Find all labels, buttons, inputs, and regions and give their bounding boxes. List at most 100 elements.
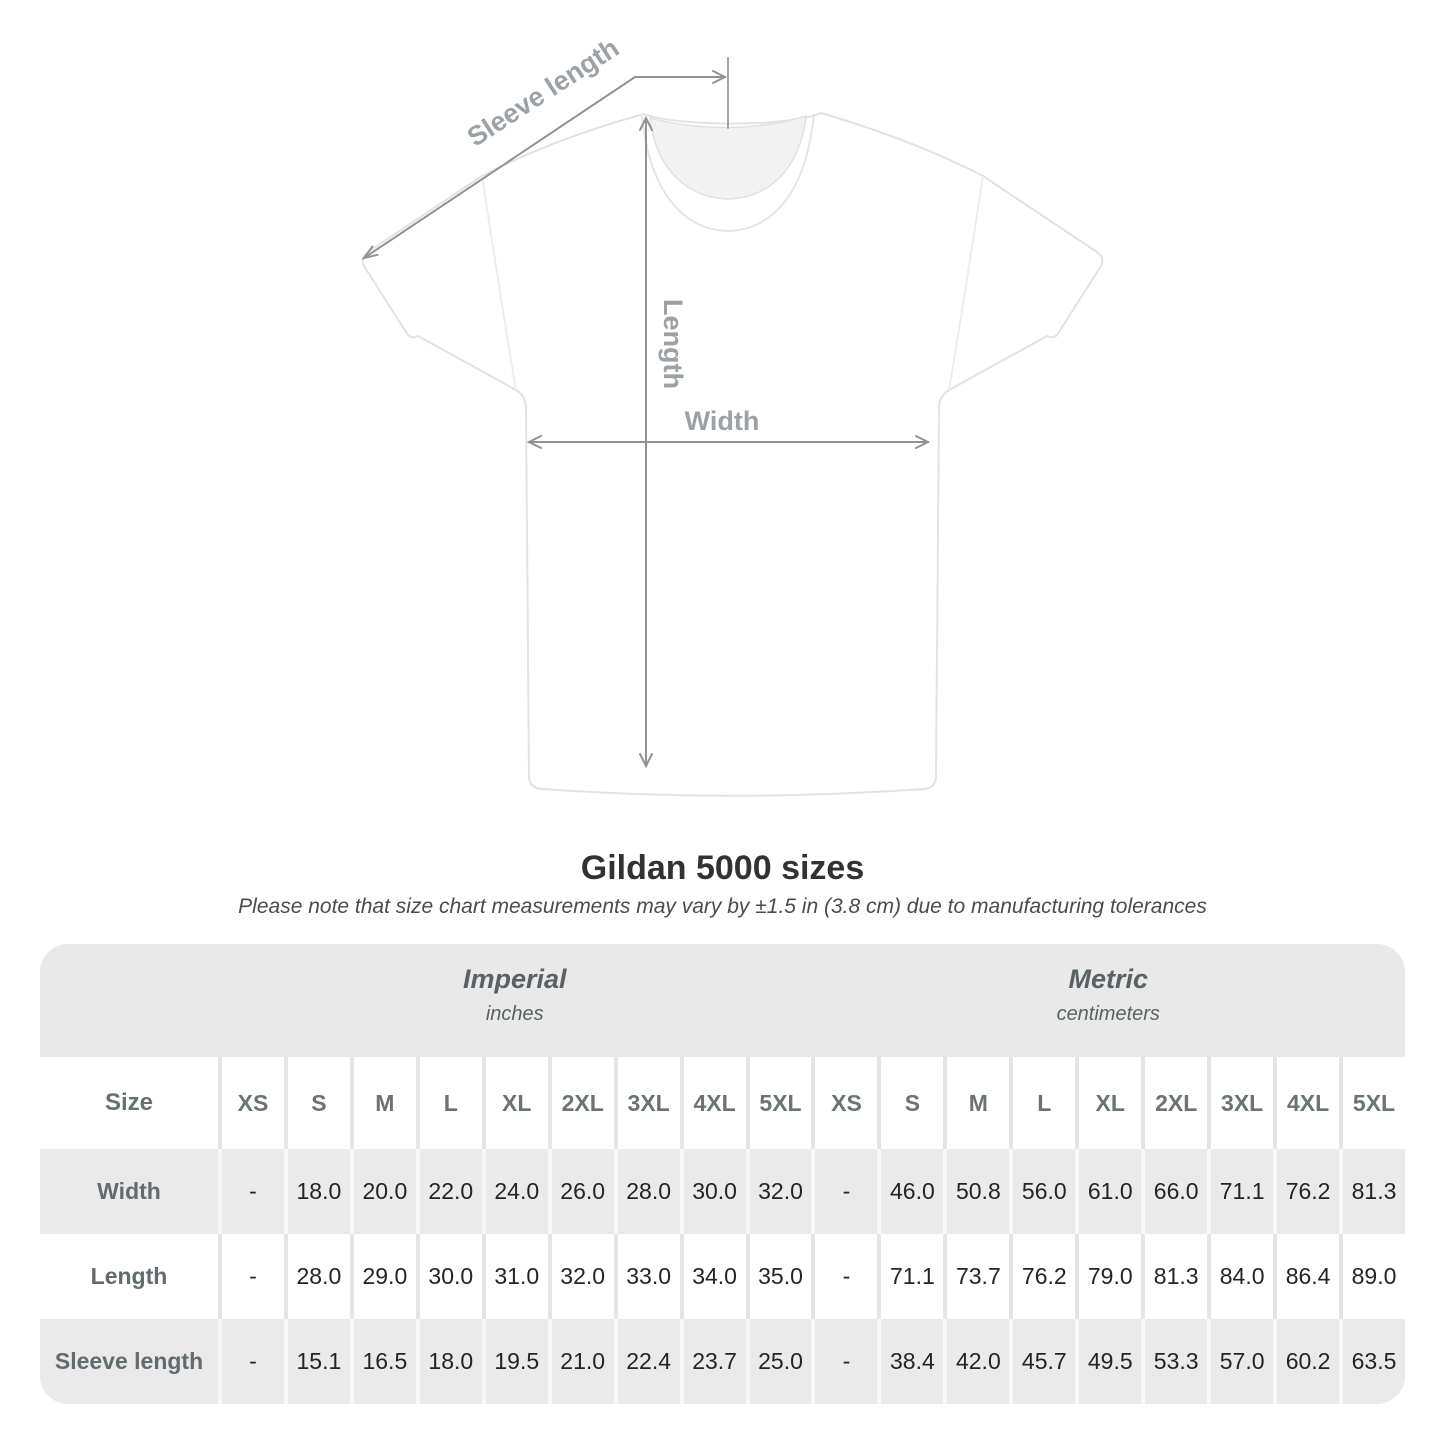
unit-header-band: Imperial inches Metric centimeters [40,944,1405,1057]
size-table: Imperial inches Metric centimeters Size X… [40,944,1405,1404]
inches-label: inches [485,1003,544,1025]
column-header: 3XL [613,1057,680,1149]
length-label: Length [658,299,688,389]
cell: 34.0 [679,1234,746,1319]
cell: 22.0 [415,1149,482,1234]
cell: - [218,1319,284,1404]
cell: 33.0 [613,1234,680,1319]
row-label: Sleeve length [54,1348,204,1374]
column-header: 5XL [745,1057,812,1149]
width-arrow [526,435,931,449]
column-header: 4XL [679,1057,746,1149]
cell: 71.1 [1207,1149,1273,1234]
cell: 15.1 [283,1319,350,1404]
cell: 76.2 [1273,1149,1339,1234]
centimeters-label: centimeters [1056,1003,1160,1025]
cell: 56.0 [1009,1149,1075,1234]
size-chart-title: Gildan 5000 sizes [580,849,865,887]
cell: 89.0 [1339,1234,1405,1319]
cell: 23.7 [679,1319,746,1404]
column-header: 5XL [1339,1057,1405,1149]
cell: 73.7 [943,1234,1009,1319]
cell: 42.0 [943,1319,1009,1404]
column-header: 2XL [1141,1057,1207,1149]
cell: 32.0 [547,1234,614,1319]
cell: 50.8 [943,1149,1009,1234]
cell: 53.3 [1141,1319,1207,1404]
cell: 25.0 [745,1319,812,1404]
tolerance-note: Please note that size chart measurements… [238,895,1207,918]
collar-opening [649,114,807,200]
cell: 30.0 [415,1234,482,1319]
row-label: Width [97,1178,161,1204]
column-header: XS [811,1057,877,1149]
cell: 63.5 [1339,1319,1405,1404]
column-header: M [349,1057,416,1149]
cell: - [811,1319,877,1404]
column-header: 4XL [1273,1057,1339,1149]
cell: - [811,1234,877,1319]
cell: 81.3 [1141,1234,1207,1319]
cell: 20.0 [349,1149,416,1234]
cell: 66.0 [1141,1149,1207,1234]
column-header: L [1009,1057,1075,1149]
cell: - [218,1234,284,1319]
unit-group-metric: Metric centimeters [812,944,1406,1057]
cell: 81.3 [1339,1149,1405,1234]
tshirt-diagram-svg: Sleeve length Length Width [361,32,1104,797]
column-header: XL [1075,1057,1141,1149]
cell: 76.2 [1009,1234,1075,1319]
width-label: Width [685,406,760,436]
cell: 31.0 [481,1234,548,1319]
sleeve-length-arrow [361,57,729,260]
cell: 61.0 [1075,1149,1141,1234]
imperial-label: Imperial [462,964,567,994]
cell: 24.0 [481,1149,548,1234]
column-header: M [943,1057,1009,1149]
unit-group-imperial: Imperial inches [218,944,812,1057]
cell: 45.7 [1009,1319,1075,1404]
column-header: L [415,1057,482,1149]
cell: 38.4 [877,1319,943,1404]
left-sleeve-seam [481,175,517,391]
cell: 35.0 [745,1234,812,1319]
cell: 71.1 [877,1234,943,1319]
size-grid: Size XS S M L XL 2XL 3XL 4XL 5XL XS S M L XL 2XL 3XL 4XL 5… [40,1057,1405,1404]
cell: - [811,1149,877,1234]
cell: 29.0 [349,1234,416,1319]
column-header: XL [481,1057,548,1149]
cell: 21.0 [547,1319,614,1404]
cell: 28.0 [613,1149,680,1234]
size-header-row: Size XS S M L XL 2XL 3XL 4XL 5XL XS S M L XL 2XL 3XL 4XL 5… [40,1057,1405,1149]
cell: 32.0 [745,1149,812,1234]
column-header: S [877,1057,943,1149]
cell: 57.0 [1207,1319,1273,1404]
right-sleeve-seam [948,175,984,391]
cell: 16.5 [349,1319,416,1404]
cell: 86.4 [1273,1234,1339,1319]
row-label: Length [90,1263,168,1289]
cell: 22.4 [613,1319,680,1404]
cell: 18.0 [415,1319,482,1404]
column-header: XS [218,1057,284,1149]
cell: 30.0 [679,1149,746,1234]
cell: 46.0 [877,1149,943,1234]
tshirt-measurement-diagram: Sleeve length Length Width [361,32,1104,797]
cell: 18.0 [283,1149,350,1234]
unit-band-spacer [40,944,218,1057]
cell: 84.0 [1207,1234,1273,1319]
cell: 28.0 [283,1234,350,1319]
collar-band-seam [641,113,815,233]
cell: 49.5 [1075,1319,1141,1404]
cell: 60.2 [1273,1319,1339,1404]
column-header: S [283,1057,350,1149]
column-header: 2XL [547,1057,614,1149]
tshirt-illustration [361,112,1104,797]
metric-label: Metric [1068,964,1149,994]
size-header: Size [104,1089,154,1116]
table-row: Length -28.0 29.0 30.0 31.0 32.0 33.0 34.0 35.0-… [40,1234,1405,1319]
table-row: Width -18.0 20.0 22.0 24.0 26.0 28.0 30.0 32.0-4… [40,1149,1405,1234]
cell: 79.0 [1075,1234,1141,1319]
cell: - [218,1149,284,1234]
cell: 19.5 [481,1319,548,1404]
